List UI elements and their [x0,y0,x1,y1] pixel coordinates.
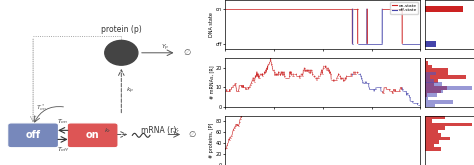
Text: on: on [86,130,100,140]
Text: $T_{on}$: $T_{on}$ [57,117,68,126]
Text: $T^*_{on}$: $T^*_{on}$ [36,102,47,113]
Text: protein (p): protein (p) [101,25,142,34]
Text: $Y_p$: $Y_p$ [161,43,170,53]
Bar [425,100,453,104]
FancyBboxPatch shape [8,123,58,148]
Bar [425,58,426,61]
Bar [425,126,445,130]
Bar [425,86,447,90]
Bar [425,140,439,144]
Bar [425,79,434,82]
Bar [425,90,441,93]
Legend: on-state, off-state: on-state, off-state [391,2,418,14]
Bar [425,123,472,126]
Bar [425,68,448,72]
Y-axis label: DNA state: DNA state [209,12,214,37]
Bar [425,130,438,133]
Bar [425,119,432,123]
Bar [425,93,437,97]
Text: $Y_r$: $Y_r$ [173,126,181,135]
Bar [425,137,450,140]
Bar [425,72,448,75]
Bar [425,144,434,148]
Text: $k_p$: $k_p$ [126,86,134,96]
Bar [425,133,441,137]
Bar [425,104,435,107]
Text: $k_r$: $k_r$ [104,126,112,135]
Circle shape [105,40,138,65]
Bar [425,148,441,151]
Text: ∅: ∅ [184,48,191,57]
Bar [425,79,438,82]
Bar [425,116,445,119]
Bar [425,82,442,86]
Bar [425,75,466,79]
Bar [425,61,428,65]
Bar [425,72,436,75]
Bar [425,86,472,90]
Bar [425,41,436,47]
FancyBboxPatch shape [67,123,118,148]
Bar [425,82,434,86]
Text: mRNA (r): mRNA (r) [141,126,176,135]
Text: ∅: ∅ [188,130,195,139]
Bar [425,75,430,79]
Bar [425,65,432,68]
Text: off: off [26,130,41,140]
Bar [425,90,443,93]
Text: $T_{off}$: $T_{off}$ [57,145,69,154]
Bar [425,93,427,97]
Y-axis label: # mRNAs, [R]: # mRNAs, [R] [209,66,214,99]
Y-axis label: # proteins, [P]: # proteins, [P] [209,123,214,158]
Bar [425,6,464,12]
Bar [425,97,428,100]
